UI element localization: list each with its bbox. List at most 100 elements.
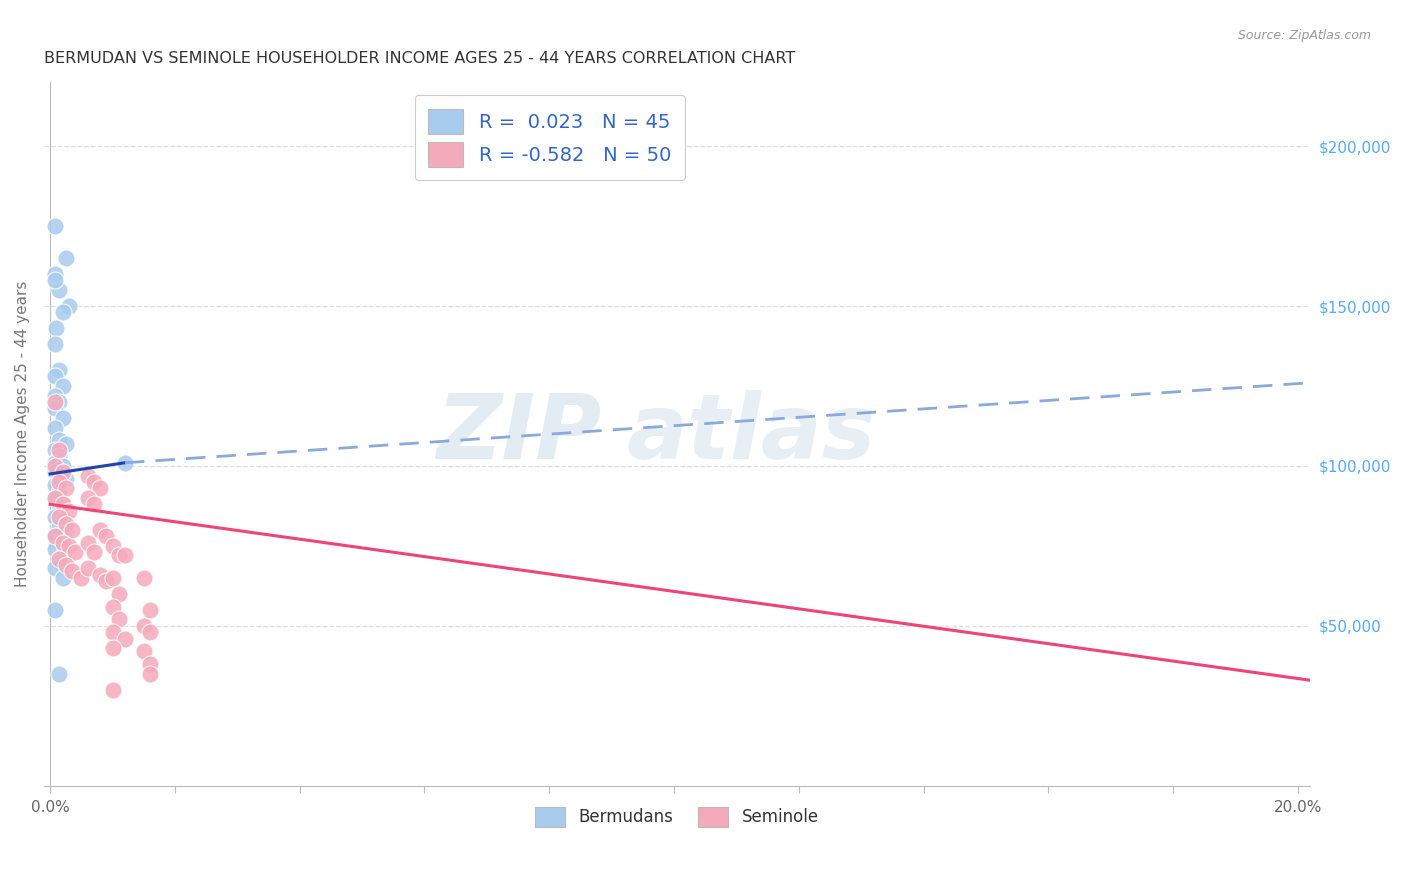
Point bbox=[55, 558, 77, 573]
Point bbox=[48, 475, 70, 489]
Point bbox=[48, 510, 70, 524]
Point bbox=[44, 561, 66, 575]
Text: BERMUDAN VS SEMINOLE HOUSEHOLDER INCOME AGES 25 - 44 YEARS CORRELATION CHART: BERMUDAN VS SEMINOLE HOUSEHOLDER INCOME … bbox=[44, 51, 796, 66]
Point bbox=[44, 442, 66, 457]
Point bbox=[44, 456, 66, 470]
Point bbox=[96, 574, 118, 588]
Point bbox=[44, 491, 66, 505]
Point bbox=[55, 523, 77, 537]
Point bbox=[44, 219, 66, 233]
Point bbox=[52, 466, 75, 480]
Point bbox=[52, 549, 75, 563]
Point bbox=[52, 497, 75, 511]
Point bbox=[101, 571, 124, 585]
Point bbox=[52, 379, 75, 393]
Point bbox=[48, 535, 70, 549]
Y-axis label: Householder Income Ages 25 - 44 years: Householder Income Ages 25 - 44 years bbox=[15, 281, 30, 587]
Point bbox=[139, 666, 162, 681]
Point bbox=[44, 478, 66, 492]
Point bbox=[60, 565, 83, 579]
Point bbox=[101, 599, 124, 614]
Point bbox=[76, 561, 98, 575]
Legend: Bermudans, Seminole: Bermudans, Seminole bbox=[529, 800, 825, 834]
Point bbox=[44, 542, 66, 557]
Point bbox=[48, 395, 70, 409]
Point bbox=[107, 612, 129, 626]
Point bbox=[44, 337, 66, 351]
Point bbox=[55, 251, 77, 265]
Point bbox=[107, 549, 129, 563]
Point bbox=[52, 535, 75, 549]
Point bbox=[48, 666, 70, 681]
Point bbox=[58, 539, 80, 553]
Point bbox=[132, 571, 155, 585]
Point bbox=[55, 472, 77, 486]
Point bbox=[70, 571, 93, 585]
Point bbox=[48, 442, 70, 457]
Point bbox=[101, 641, 124, 656]
Point bbox=[89, 523, 111, 537]
Point bbox=[139, 657, 162, 672]
Point bbox=[44, 395, 66, 409]
Point bbox=[83, 497, 105, 511]
Point bbox=[114, 632, 136, 646]
Point bbox=[76, 535, 98, 549]
Point bbox=[58, 504, 80, 518]
Point bbox=[52, 458, 75, 473]
Text: atlas: atlas bbox=[627, 390, 876, 478]
Point bbox=[44, 466, 66, 480]
Point bbox=[52, 571, 75, 585]
Point bbox=[55, 481, 77, 495]
Point bbox=[132, 619, 155, 633]
Point bbox=[83, 545, 105, 559]
Point bbox=[48, 434, 70, 448]
Point bbox=[44, 273, 66, 287]
Point bbox=[52, 305, 75, 319]
Point bbox=[48, 283, 70, 297]
Point bbox=[44, 267, 66, 281]
Point bbox=[76, 491, 98, 505]
Point bbox=[48, 551, 70, 566]
Point bbox=[76, 468, 98, 483]
Point bbox=[52, 497, 75, 511]
Point bbox=[89, 567, 111, 582]
Point bbox=[63, 545, 86, 559]
Point bbox=[44, 388, 66, 402]
Point bbox=[44, 510, 66, 524]
Point bbox=[44, 401, 66, 416]
Point bbox=[48, 363, 70, 377]
Point bbox=[101, 682, 124, 697]
Point bbox=[55, 516, 77, 531]
Point bbox=[44, 529, 66, 543]
Point bbox=[48, 555, 70, 569]
Point bbox=[44, 369, 66, 384]
Text: Source: ZipAtlas.com: Source: ZipAtlas.com bbox=[1237, 29, 1371, 43]
Point bbox=[45, 321, 67, 335]
Point bbox=[101, 539, 124, 553]
Point bbox=[60, 523, 83, 537]
Point bbox=[48, 504, 70, 518]
Point bbox=[48, 484, 70, 499]
Text: ZIP: ZIP bbox=[436, 390, 602, 478]
Point bbox=[101, 625, 124, 640]
Point bbox=[44, 420, 66, 434]
Point bbox=[48, 468, 70, 483]
Point bbox=[55, 436, 77, 450]
Point bbox=[58, 299, 80, 313]
Point bbox=[96, 529, 118, 543]
Point bbox=[48, 450, 70, 464]
Point bbox=[114, 456, 136, 470]
Point bbox=[44, 491, 66, 505]
Point bbox=[44, 603, 66, 617]
Point bbox=[52, 513, 75, 527]
Point bbox=[114, 549, 136, 563]
Point bbox=[44, 529, 66, 543]
Point bbox=[139, 625, 162, 640]
Point bbox=[44, 458, 66, 473]
Point bbox=[107, 587, 129, 601]
Point bbox=[132, 644, 155, 658]
Point bbox=[52, 411, 75, 425]
Point bbox=[89, 481, 111, 495]
Point bbox=[83, 475, 105, 489]
Point bbox=[48, 519, 70, 533]
